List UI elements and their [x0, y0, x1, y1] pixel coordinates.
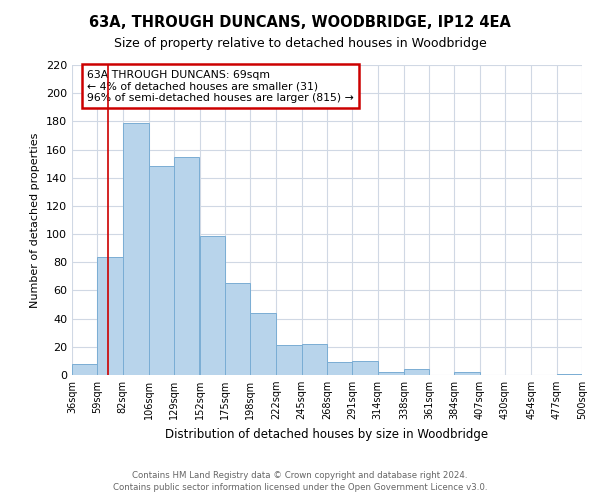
Bar — [455, 372, 480, 375]
Text: Contains HM Land Registry data © Crown copyright and database right 2024.
Contai: Contains HM Land Registry data © Crown c… — [113, 471, 487, 492]
Bar — [174, 156, 199, 375]
Bar — [225, 284, 250, 375]
Bar — [72, 364, 97, 375]
Bar — [97, 256, 122, 375]
Bar — [302, 344, 327, 375]
Bar — [352, 361, 377, 375]
Text: Size of property relative to detached houses in Woodbridge: Size of property relative to detached ho… — [113, 38, 487, 51]
Bar — [149, 166, 174, 375]
Bar — [404, 370, 429, 375]
Bar — [199, 236, 225, 375]
Bar — [277, 346, 302, 375]
Y-axis label: Number of detached properties: Number of detached properties — [31, 132, 40, 308]
Bar — [327, 362, 352, 375]
Bar — [377, 372, 404, 375]
X-axis label: Distribution of detached houses by size in Woodbridge: Distribution of detached houses by size … — [166, 428, 488, 440]
Bar — [122, 123, 149, 375]
Bar — [250, 313, 277, 375]
Text: 63A THROUGH DUNCANS: 69sqm
← 4% of detached houses are smaller (31)
96% of semi-: 63A THROUGH DUNCANS: 69sqm ← 4% of detac… — [88, 70, 354, 103]
Text: 63A, THROUGH DUNCANS, WOODBRIDGE, IP12 4EA: 63A, THROUGH DUNCANS, WOODBRIDGE, IP12 4… — [89, 15, 511, 30]
Bar — [557, 374, 582, 375]
